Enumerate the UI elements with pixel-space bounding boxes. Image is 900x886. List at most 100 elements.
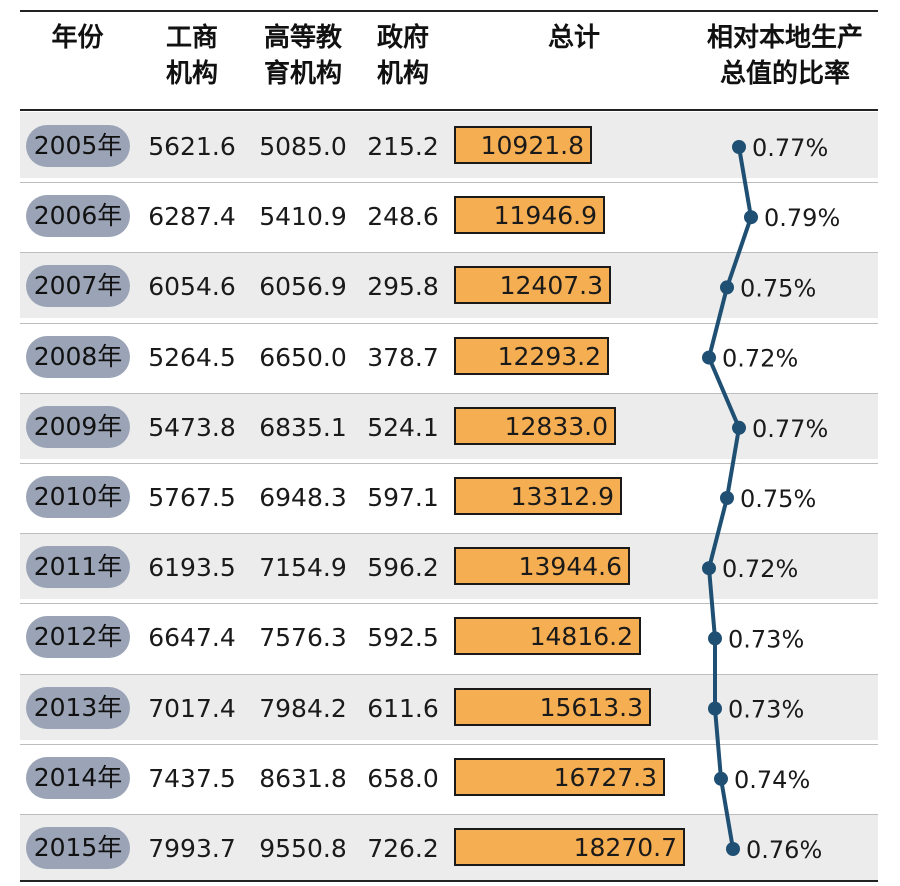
year-badge: 2006年 bbox=[26, 195, 130, 238]
ratio-label: 0.75% bbox=[740, 485, 816, 513]
ratio-point bbox=[702, 561, 716, 576]
ratio-label: 0.73% bbox=[728, 625, 804, 653]
table-row: 2006年 6287.4 5410.9 248.6 11946.9 bbox=[20, 182, 878, 248]
cell-government: 596.2 bbox=[367, 553, 439, 583]
ratio-point bbox=[732, 420, 746, 435]
total-bar bbox=[454, 828, 685, 866]
ratio-point bbox=[720, 280, 734, 295]
cell-higher-ed: 6056.9 bbox=[259, 272, 347, 302]
total-value-label: 13312.9 bbox=[510, 482, 614, 511]
row-divider bbox=[20, 744, 878, 745]
row-divider bbox=[20, 182, 878, 183]
cell-higher-ed: 5410.9 bbox=[259, 202, 347, 232]
cell-commercial: 6054.6 bbox=[148, 272, 236, 302]
header-commercial: 工商 机构 bbox=[165, 23, 218, 89]
year-badge: 2014年 bbox=[26, 756, 130, 799]
cell-government: 248.6 bbox=[367, 202, 439, 232]
row-divider bbox=[20, 323, 878, 324]
ratio-point bbox=[702, 350, 716, 365]
total-bar bbox=[454, 266, 611, 305]
cell-government: 597.1 bbox=[367, 483, 439, 512]
total-value-label: 14816.2 bbox=[529, 622, 633, 652]
ratio-point bbox=[744, 210, 758, 225]
row-divider bbox=[20, 252, 878, 253]
header-government: 政府 机构 bbox=[376, 23, 429, 89]
table-row: 2014年 7437.5 8631.8 658.0 16727.3 bbox=[20, 744, 878, 810]
total-bar bbox=[454, 336, 609, 375]
ratio-label: 0.74% bbox=[734, 766, 810, 794]
header-ratio: 相对本地生产 总值的比率 bbox=[706, 23, 863, 89]
cell-higher-ed: 6835.1 bbox=[259, 412, 347, 442]
year-badge: 2013年 bbox=[26, 686, 130, 729]
total-bar bbox=[454, 547, 630, 586]
ratio-label: 0.73% bbox=[728, 696, 804, 724]
header-rule bbox=[20, 109, 878, 111]
row-divider bbox=[20, 674, 878, 675]
ratio-label: 0.72% bbox=[722, 345, 798, 373]
year-badge: 2010年 bbox=[26, 476, 130, 518]
table-row: 2012年 6647.4 7576.3 592.5 14816.2 bbox=[20, 603, 878, 669]
cell-commercial: 7437.5 bbox=[148, 763, 236, 793]
total-bar bbox=[454, 196, 605, 235]
cell-higher-ed: 7984.2 bbox=[259, 693, 347, 723]
row-divider bbox=[20, 463, 878, 464]
ratio-label: 0.77% bbox=[752, 415, 828, 443]
year-badge: 2011年 bbox=[26, 546, 130, 589]
year-badge: 2009年 bbox=[26, 405, 130, 448]
cell-commercial: 6647.4 bbox=[148, 623, 236, 653]
header-higher-ed: 高等教 育机构 bbox=[263, 23, 342, 89]
ratio-point bbox=[732, 140, 746, 154]
ratio-label: 0.75% bbox=[740, 274, 816, 302]
cell-government: 611.6 bbox=[367, 693, 439, 723]
ratio-point bbox=[714, 771, 728, 786]
cell-commercial: 7017.4 bbox=[148, 693, 236, 723]
total-value-label: 10921.8 bbox=[480, 131, 584, 160]
cell-commercial: 6193.5 bbox=[148, 553, 236, 583]
year-badge: 2015年 bbox=[26, 827, 130, 869]
cell-government: 524.1 bbox=[367, 412, 439, 442]
cell-higher-ed: 6948.3 bbox=[259, 483, 347, 512]
cell-higher-ed: 7576.3 bbox=[259, 623, 347, 653]
cell-higher-ed: 6650.0 bbox=[259, 342, 347, 372]
total-bar bbox=[454, 477, 622, 515]
row-divider bbox=[20, 533, 878, 534]
total-bar bbox=[454, 757, 665, 796]
total-value-label: 18270.7 bbox=[573, 833, 677, 862]
row-divider bbox=[20, 814, 878, 815]
cell-higher-ed: 7154.9 bbox=[259, 553, 347, 583]
year-badge: 2005年 bbox=[26, 125, 130, 167]
total-bar bbox=[454, 406, 616, 445]
table-row: 2010年 5767.5 6948.3 597.1 13312.9 bbox=[20, 463, 878, 529]
cell-higher-ed: 8631.8 bbox=[259, 763, 347, 793]
cell-commercial: 5473.8 bbox=[148, 412, 236, 442]
cell-higher-ed: 5085.0 bbox=[259, 132, 347, 161]
total-bar bbox=[454, 126, 592, 164]
cell-commercial: 5767.5 bbox=[148, 483, 236, 512]
top-rule bbox=[20, 10, 878, 12]
total-value-label: 12407.3 bbox=[499, 271, 603, 301]
cell-commercial: 6287.4 bbox=[148, 202, 236, 232]
ratio-point bbox=[726, 842, 740, 856]
total-bar bbox=[454, 617, 641, 656]
year-badge: 2008年 bbox=[26, 335, 130, 378]
total-value-label: 13944.6 bbox=[518, 552, 622, 582]
total-value-label: 12833.0 bbox=[504, 411, 608, 441]
cell-government: 726.2 bbox=[367, 834, 439, 863]
total-value-label: 16727.3 bbox=[553, 762, 657, 792]
cell-government: 592.5 bbox=[367, 623, 439, 653]
ratio-label: 0.77% bbox=[752, 134, 828, 162]
ratio-label: 0.79% bbox=[764, 204, 840, 232]
bottom-rule bbox=[20, 880, 878, 882]
cell-government: 378.7 bbox=[367, 342, 439, 372]
cell-higher-ed: 9550.8 bbox=[259, 834, 347, 863]
table-row: 2015年 7993.7 9550.8 726.2 18270.7 bbox=[20, 814, 878, 880]
table-row: 2011年 6193.5 7154.9 596.2 13944.6 bbox=[20, 533, 878, 600]
table-row: 2013年 7017.4 7984.2 611.6 15613.3 bbox=[20, 673, 878, 740]
cell-commercial: 5621.6 bbox=[148, 132, 236, 161]
header-total: 总计 bbox=[547, 23, 600, 53]
ratio-point bbox=[720, 491, 734, 505]
ratio-point bbox=[708, 631, 722, 646]
year-badge: 2012年 bbox=[26, 616, 130, 659]
cell-commercial: 7993.7 bbox=[148, 834, 236, 863]
